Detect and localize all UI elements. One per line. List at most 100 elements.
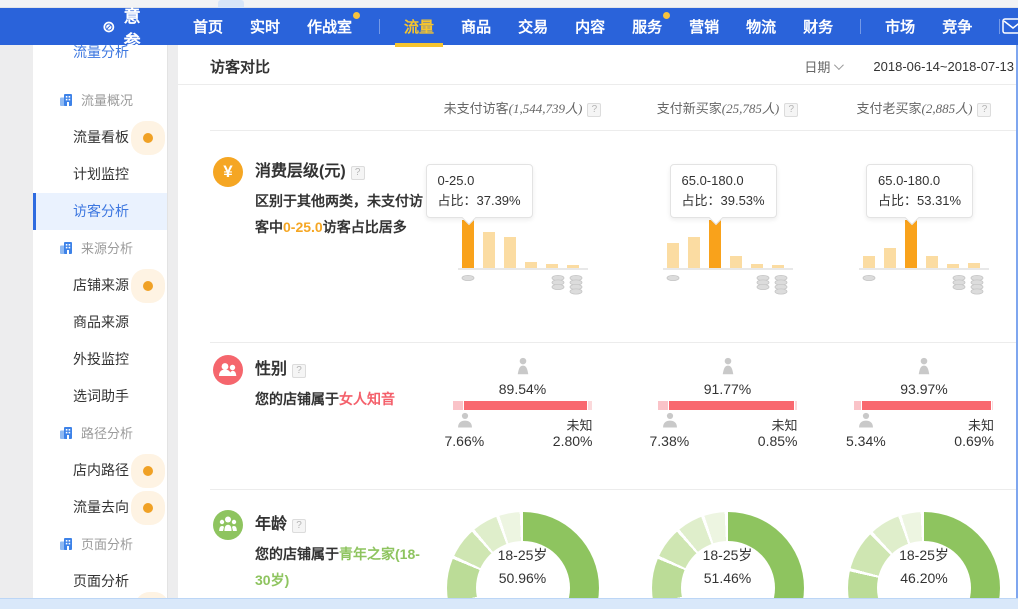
browser-top-strip [0,0,1018,8]
chart-tooltip: 65.0-180.0 占比：53.31% [866,164,974,226]
gender-chart[interactable]: 89.54% 7.66% 未知 2.80% [445,343,593,489]
browser-tab-fragment [218,0,244,8]
help-icon[interactable] [292,519,307,533]
female-percentage: 89.54% [498,381,547,397]
tooltip-range: 65.0-180.0 [681,173,744,188]
help-icon[interactable] [350,166,365,180]
sidebar-group-流量概况[interactable]: 流量概况 [33,82,167,119]
nav-item-内容[interactable]: 内容 [575,19,606,36]
age-bucket-value: 46.20% [900,570,948,586]
sidebar-item-计划监控[interactable]: 计划监控 [33,156,167,193]
sidebar-item-商品来源[interactable]: 商品来源 [33,304,167,341]
nav-item-实时[interactable]: 实时 [250,19,281,36]
section-title: 年龄 [255,516,288,533]
donut-center-label: 18-25岁 46.20% [848,544,1000,590]
male-icon [660,412,680,435]
nav-item-作战室[interactable]: 作战室 [307,12,361,37]
nav-item-交易[interactable]: 交易 [518,19,549,36]
bar [461,220,474,268]
nav-item-市场[interactable]: 市场 [885,19,916,36]
sidebar-item-流量看板[interactable]: 流量看板 [33,119,167,156]
separator [210,489,1018,490]
age-bucket-label: 18-25岁 [899,547,949,563]
sidebar-item-流量去向[interactable]: 流量去向 [33,489,167,526]
gender-chart[interactable]: 91.77% 7.38% 未知 0.85% [650,343,798,489]
gender-chart[interactable]: 93.97% 5.34% 未知 0.69% [846,343,994,489]
donut-chart[interactable]: 18-25岁 50.96% [446,512,599,609]
mail-icon[interactable] [1002,18,1018,39]
help-icon[interactable] [587,103,602,117]
notification-dot [143,132,153,143]
age-chart-cell: 18-25岁 51.46% [625,490,830,609]
sidebar-partial-title: 流量分析 [73,45,129,58]
date-label: 日期 [804,60,831,75]
gender-bar-segment-female [862,401,992,410]
male-icon [455,412,475,435]
sidebar-group-页面分析[interactable]: 页面分析 [33,526,167,563]
nav-item-首页[interactable]: 首页 [193,19,224,36]
tooltip-value: 占比：39.53% [681,193,765,208]
gender-chart-cell: 89.54% 7.66% 未知 2.80% [420,343,625,489]
age-bucket-label: 18-25岁 [702,547,753,563]
sidebar-item-选词助手[interactable]: 选词助手 [33,378,167,415]
sidebar-item-店铺来源[interactable]: 店铺来源 [33,267,167,304]
sidebar-group-来源分析[interactable]: 来源分析 [33,230,167,267]
help-icon[interactable] [977,103,992,117]
donut-center-label: 18-25岁 50.96% [447,544,599,590]
donut-chart[interactable]: 18-25岁 51.46% [651,512,804,609]
bar-chart[interactable]: 65.0-180.0 占比：39.53% [662,164,793,301]
column-name: 支付新买家 [656,101,722,116]
nav-item-营销[interactable]: 营销 [689,19,720,36]
nav-item-服务[interactable]: 服务 [632,12,671,37]
donut-hole [877,541,971,609]
bar [926,256,938,268]
sidebar-item-label: 计划监控 [73,166,129,182]
sidebar-group-label: 页面分析 [81,537,134,552]
notification-dot [143,465,153,476]
tooltip-range: 0-25.0 [437,173,475,188]
female-icon [913,357,935,382]
female-icon [512,357,534,382]
gender-bar-segment-unknown [992,401,993,410]
unknown-label: 未知 [566,418,593,433]
chart-tooltip: 0-25.0 占比：37.39% [425,164,533,226]
compass-icon [103,21,115,32]
sidebar-item-外投监控[interactable]: 外投监控 [33,341,167,378]
column-name: 支付老买家 [856,101,922,116]
highlight-text: 女人知音 [339,391,395,407]
coins-row [663,270,793,301]
nav-item-流量[interactable]: 流量 [395,16,444,47]
navbar-menu: 首页实时作战室流量商品交易内容服务营销物流财务市场竞争业务专区取数学院 [193,8,1018,47]
bottom-scrollbar-strip[interactable] [0,598,1018,609]
separator [210,342,1018,343]
coins-axis-icons [461,275,582,295]
gender-chart-cell: 91.77% 7.38% 未知 0.85% [625,343,830,489]
sidebar-item-店内路径[interactable]: 店内路径 [33,452,167,489]
nav-item-商品[interactable]: 商品 [461,19,492,36]
help-icon[interactable] [292,364,307,378]
chevron-down-icon [834,60,845,71]
gender-bar-segment-male [452,401,463,410]
donut-chart[interactable]: 18-25岁 46.20% [848,512,1000,609]
nav-item-物流[interactable]: 物流 [746,19,777,36]
sidebar-group-路径分析[interactable]: 路径分析 [33,415,167,452]
date-picker[interactable]: 日期 2018-06-14~2018-07-13 [804,57,1014,76]
sidebar-group-label: 路径分析 [81,426,134,441]
consume-chart-cell: 0-25.0 占比：37.39% [420,131,625,342]
section-age: 年龄 您的店铺属于青年之家(18-30岁) 18-25岁50.96%18-25岁… [178,490,1018,609]
bar-chart[interactable]: 0-25.0 占比：37.39% [425,164,588,301]
sidebar-item-页面分析[interactable]: 页面分析 [33,563,167,600]
donut-hole [680,541,775,609]
gender-bar-segment-unknown [587,401,592,410]
help-icon[interactable] [784,103,799,117]
sidebar-item-访客分析[interactable]: 访客分析 [33,193,167,230]
unknown-percentage: 2.80% [552,433,593,449]
nav-item-竞争[interactable]: 竞争 [942,19,973,36]
section-description: 区别于其他两类，未支付访客中0-25.0访客占比居多 [255,193,423,235]
bar [524,262,537,268]
sycm-logo-icon[interactable]: 生意参谋 [103,0,156,77]
right-edge-scroll-line[interactable] [1016,45,1018,609]
nav-item-财务[interactable]: 财务 [803,19,834,36]
bar-chart[interactable]: 65.0-180.0 占比：53.31% [859,164,989,301]
bar [863,256,875,268]
